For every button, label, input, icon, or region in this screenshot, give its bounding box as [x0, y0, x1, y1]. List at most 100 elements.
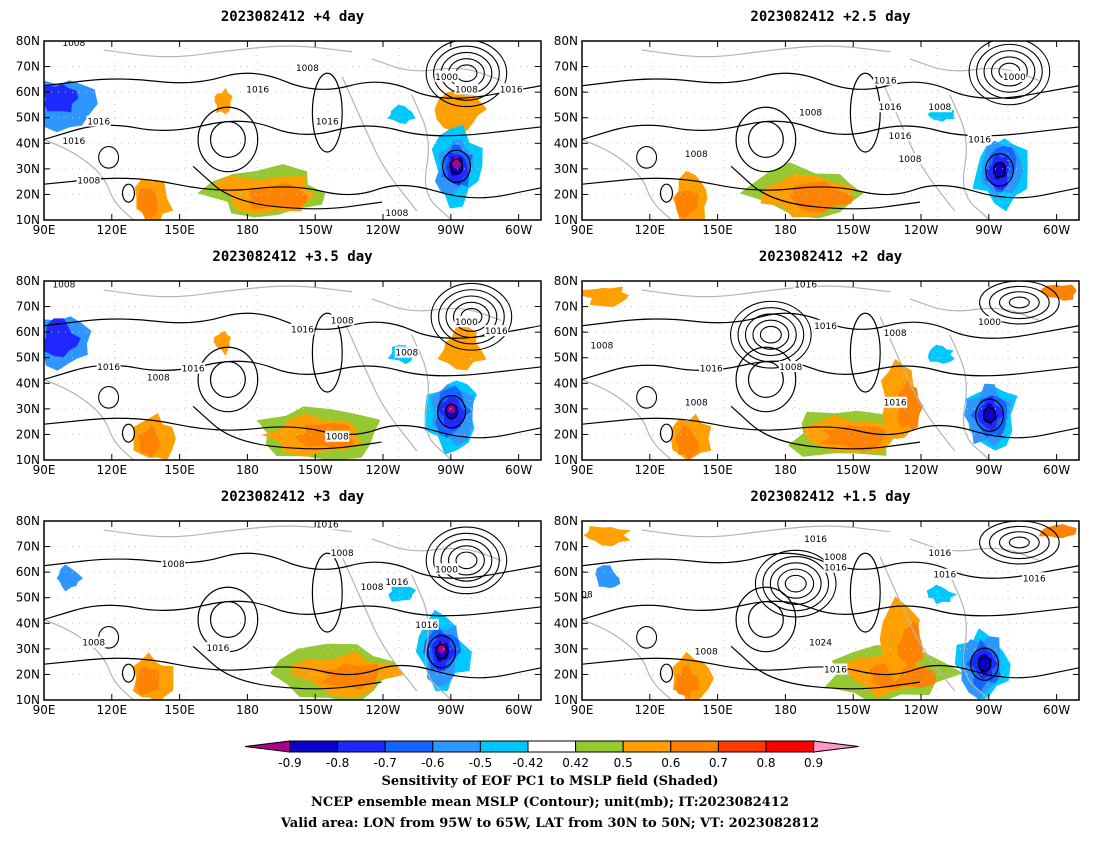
contour-label: 1016 [415, 621, 438, 631]
lon-tick-label: 180 [774, 703, 797, 717]
panel-frame [43, 520, 542, 701]
contour-label: 1016 [889, 132, 912, 142]
lat-tick-label: 40N [16, 376, 40, 390]
lon-tick-label: 120E [635, 223, 666, 237]
lon-tick-label: 90W [975, 223, 1002, 237]
contour-label: 1016 [814, 322, 837, 332]
lat-tick-label: 70N [554, 60, 578, 74]
map-panel-1: 2023082412 +4 day10081008101610161000100… [16, 9, 542, 237]
colorbar-cell [717, 740, 767, 753]
contour-label: 1016 [968, 135, 991, 145]
lon-tick-label: 150W [298, 703, 333, 717]
colorbar-label: -0.8 [326, 756, 349, 770]
lat-tick-label: 70N [16, 60, 40, 74]
colorbar-label: 0.5 [614, 756, 633, 770]
lat-tick-label: 10N [554, 693, 578, 707]
colorbar-arrow-high [813, 740, 859, 753]
colorbar-label: -0.42 [512, 756, 543, 770]
lon-tick-label: 180 [774, 223, 797, 237]
colorbar-cell [384, 740, 434, 753]
panel-title: 2023082412 +3.5 day [212, 249, 373, 265]
lat-tick-label: 80N [554, 514, 578, 528]
colorbar-label: -0.9 [278, 756, 301, 770]
lat-tick-label: 70N [554, 300, 578, 314]
lon-tick-label: 90W [437, 223, 464, 237]
lat-tick-label: 50N [16, 591, 40, 605]
contour-label: 1008 [162, 560, 185, 570]
contour-label: 1008 [52, 281, 75, 291]
lat-tick-label: 80N [554, 34, 578, 48]
lat-tick-label: 40N [554, 616, 578, 630]
colorbar-cell [622, 740, 672, 753]
lon-tick-label: 90E [571, 703, 594, 717]
lon-tick-label: 150W [836, 223, 871, 237]
colorbar-label: -0.5 [469, 756, 492, 770]
lat-tick-label: 60N [554, 85, 578, 99]
contour-label: 1016 [928, 549, 951, 559]
contour-label: 1016 [246, 85, 269, 95]
lon-tick-label: 90E [33, 463, 56, 477]
lat-tick-label: 60N [16, 565, 40, 579]
contour-label: 1008 [899, 155, 922, 165]
lon-tick-label: 150E [702, 223, 733, 237]
colorbar-label: 0.7 [709, 756, 728, 770]
contour-label: 1016 [933, 571, 956, 581]
panel-title: 2023082412 +4 day [221, 9, 365, 25]
contour-label: 1016 [794, 281, 817, 291]
lat-tick-label: 30N [16, 162, 40, 176]
contour-label: 1016 [884, 399, 907, 409]
lat-tick-label: 40N [554, 376, 578, 390]
lon-tick-label: 150E [702, 703, 733, 717]
footer-line-3: Valid area: LON from 95W to 65W, LAT fro… [280, 816, 820, 831]
contour-label: 1016 [206, 644, 229, 654]
lat-tick-label: 60N [554, 565, 578, 579]
panel-title: 2023082412 +2 day [759, 249, 903, 265]
lat-tick-label: 10N [16, 693, 40, 707]
lat-tick-label: 50N [554, 591, 578, 605]
contour-label: 1008 [82, 639, 105, 649]
contour-label: 1016 [824, 564, 847, 574]
contour-label: 1016 [804, 535, 827, 545]
colorbar: -0.9 -0.8 -0.7 -0.6 -0.5 -0.42 0.42 0.5 0.6 0.7 0.… [244, 740, 859, 770]
lon-tick-label: 120W [366, 703, 401, 717]
contour-label: 1016 [316, 521, 339, 531]
colorbar-label: -0.6 [421, 756, 444, 770]
lon-tick-label: 60W [505, 223, 532, 237]
lat-tick-label: 80N [16, 34, 40, 48]
contour-label: 1008 [884, 329, 907, 339]
contour-label: 1016 [291, 325, 314, 335]
contour-label: 1008 [685, 399, 708, 409]
contour-label: 1000 [455, 318, 478, 328]
contour-label: 1008 [331, 316, 354, 326]
lat-tick-label: 60N [16, 85, 40, 99]
lon-tick-label: 60W [505, 463, 532, 477]
contour-label: 1016 [385, 578, 408, 588]
lon-tick-label: 60W [1043, 223, 1070, 237]
contour-label: 1016 [97, 363, 120, 373]
contour-label: 1016 [824, 666, 847, 676]
lon-tick-label: 120E [97, 463, 128, 477]
lon-tick-label: 90E [571, 463, 594, 477]
colorbar-label: 0.9 [804, 756, 823, 770]
lat-tick-label: 70N [554, 540, 578, 554]
lat-tick-label: 20N [554, 187, 578, 201]
lon-tick-label: 90E [33, 223, 56, 237]
lat-tick-label: 20N [16, 187, 40, 201]
lat-tick-label: 30N [554, 642, 578, 656]
lat-tick-label: 20N [554, 427, 578, 441]
lat-tick-label: 20N [16, 427, 40, 441]
panel-title: 2023082412 +3 day [221, 489, 365, 505]
contour-label: 1008 [77, 177, 100, 187]
contour-label: 1008 [695, 648, 718, 658]
lat-tick-label: 20N [554, 667, 578, 681]
lon-tick-label: 150E [702, 463, 733, 477]
contour-label: 1016 [500, 85, 523, 95]
colorbar-arrow-low [244, 740, 291, 753]
lat-tick-label: 10N [16, 453, 40, 467]
lon-tick-label: 180 [236, 223, 259, 237]
map-field: 1008 1016 1008 1016 1016 1008 1008 1000 1016 1008 [44, 281, 541, 460]
colorbar-cell [670, 740, 719, 753]
